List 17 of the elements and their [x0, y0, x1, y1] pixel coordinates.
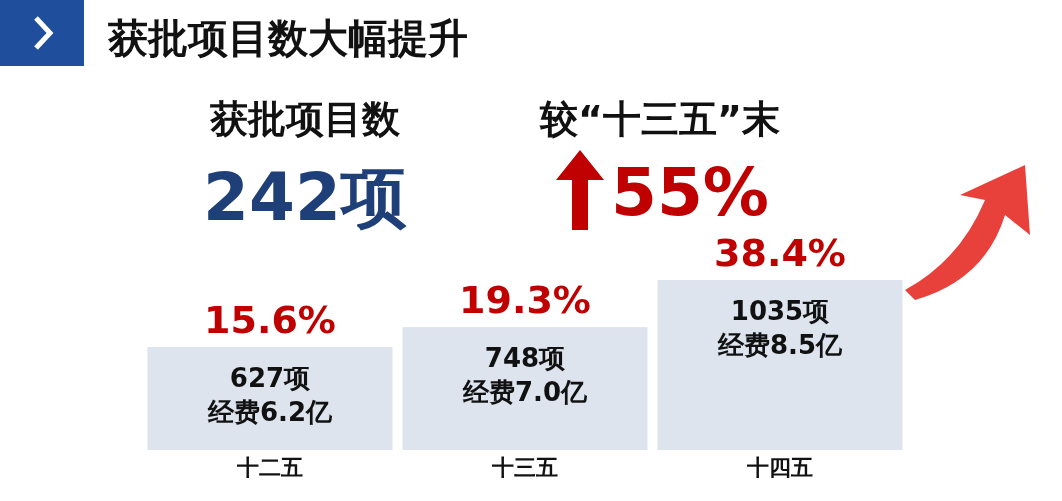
- text: 获批项目数: [209, 97, 401, 141]
- text: 较“十三五”末: [539, 97, 780, 141]
- x-tick-label: 十二五: [236, 455, 303, 480]
- x-tick-label: 十三五: [491, 455, 558, 480]
- x-tick-label: 十四五: [746, 455, 813, 480]
- chart-title: 获批项目数大幅提升: [107, 15, 468, 61]
- data-label: 627项: [229, 363, 311, 394]
- annotation: 38.4%: [714, 231, 846, 275]
- annotation: 15.6%: [204, 298, 336, 343]
- text: 55%: [611, 154, 769, 231]
- text: 242项: [203, 159, 407, 236]
- annotation: 19.3%: [459, 278, 591, 323]
- annotation: 经费6.2亿: [206, 397, 334, 428]
- data-label: 748项: [484, 343, 566, 374]
- data-label: 1035项: [730, 296, 830, 326]
- annotation: 经费7.0亿: [461, 377, 589, 408]
- annotation: 经费8.5亿: [716, 330, 844, 360]
